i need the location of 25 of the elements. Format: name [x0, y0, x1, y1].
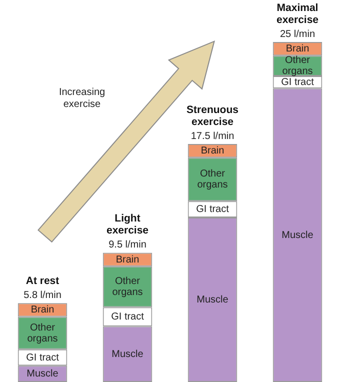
- text: Brain: [30, 304, 54, 316]
- text: Muscle: [112, 348, 144, 360]
- annotation: 9.5 l/min: [108, 240, 146, 251]
- series-label: Brain: [116, 254, 140, 266]
- text: Muscle: [196, 294, 228, 306]
- x-tick-label: At rest: [26, 275, 60, 288]
- series-label: Muscle: [26, 368, 59, 380]
- text: GI tract: [196, 204, 229, 216]
- x-tick-label: Maximal exercise: [276, 2, 319, 26]
- annotation: 5.8 l/min: [24, 290, 62, 301]
- annotation: 17.5 l/min: [190, 130, 234, 142]
- text: Other organs: [197, 168, 228, 191]
- annotation: 25 l/min: [280, 28, 316, 40]
- text: Other organs: [27, 322, 58, 344]
- text: Brain: [200, 146, 224, 157]
- text: GI tract: [26, 352, 59, 364]
- x-tick-label: Light exercise: [106, 212, 149, 237]
- x-tick-label: Strenuous exercise: [186, 104, 239, 128]
- text: GI tract: [111, 311, 144, 322]
- annotation: Increasing exercise: [58, 86, 106, 110]
- series-label: Other organs: [282, 55, 313, 78]
- text: Muscle: [282, 230, 314, 241]
- series-label: GI tract: [281, 76, 314, 88]
- text: Brain: [286, 44, 310, 55]
- text: Other organs: [112, 276, 143, 298]
